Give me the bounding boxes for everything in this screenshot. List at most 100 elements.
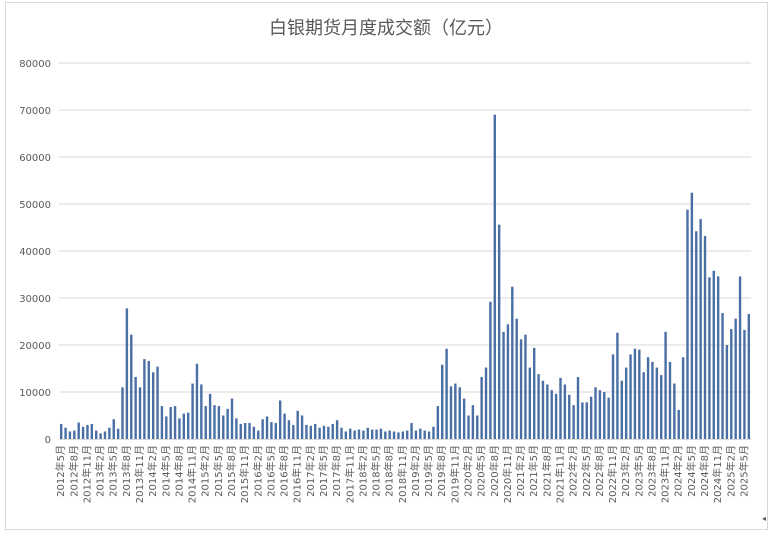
bar [182,413,186,439]
bar [585,402,588,439]
x-tick-label: 2021年2月 [514,445,527,497]
y-tick-label: 40000 [19,247,51,258]
bar [169,407,172,439]
x-tick-label: 2016年8月 [278,445,291,497]
bar [598,390,602,439]
bar [384,431,387,439]
bar [278,400,282,439]
x-tick-label: 2024年5月 [685,445,698,497]
bar [489,301,492,439]
bar [208,393,212,439]
bar [673,383,676,439]
x-tick-label: 2013年2月 [94,445,107,497]
x-tick-label: 2016年11月 [291,445,304,503]
bar [121,387,124,439]
bar [344,431,348,439]
bar [646,357,650,439]
x-tick-label: 2018年5月 [370,445,383,497]
bar [677,409,680,439]
bar [541,380,545,439]
x-tick-label: 2018年11月 [396,445,409,503]
bar [357,429,361,439]
bar [423,430,426,439]
bar [515,318,518,439]
bar [480,376,483,439]
bar [607,397,610,439]
bar [86,424,89,439]
x-tick-label: 2016年5月 [264,445,277,497]
chart-title: 白银期货月度成交额（亿元） [269,18,503,39]
bar [427,431,431,439]
bar [108,427,111,439]
gridlines [59,62,751,393]
x-tick-label: 2014年2月 [146,445,159,497]
bar [138,387,142,439]
bar [743,329,746,439]
bar [187,412,190,439]
bar [668,361,672,439]
bar [243,423,247,439]
bar [125,308,129,439]
chart-frame: 白银期货月度成交额（亿元） 0 10000 20000 30000 40000 50000… [5,2,768,530]
bar [476,415,479,439]
bar [239,423,242,439]
bar [379,428,383,439]
y-tick-label: 10000 [19,388,51,399]
bar [143,359,146,439]
bar [222,415,225,439]
bar [533,347,536,439]
bar [559,377,562,439]
y-tick-label: 80000 [19,59,51,70]
bar [178,418,181,439]
bar [550,390,553,439]
x-tick-label: 2022年5月 [580,445,593,497]
bar [265,416,269,439]
x-tick-label: 2024年8月 [698,445,711,497]
bar [130,334,133,439]
bar [563,384,567,439]
y-tick-label: 20000 [19,341,51,352]
bar [77,422,80,439]
bar [528,367,532,439]
bar [708,277,711,439]
corner-mark-icon: ◂ [761,514,766,523]
y-tick-label: 50000 [19,200,51,211]
bar [594,387,597,439]
x-tick-label: 2024年2月 [672,445,685,497]
bar [620,380,623,439]
bar [331,423,334,439]
x-tick-label: 2019年5月 [422,445,435,497]
bar [497,224,501,439]
y-tick-label: 60000 [19,153,51,164]
bar [414,430,418,439]
bar [436,406,440,439]
bar [638,349,641,439]
bar [388,430,391,439]
x-tick-label: 2015年5月 [212,445,225,497]
bar [314,423,317,439]
bar [554,393,558,439]
bar [664,331,667,439]
bar [318,427,321,439]
bar [471,405,475,439]
bar [690,192,694,439]
x-tick-label: 2014年11月 [186,445,199,503]
bar [642,372,645,439]
x-tick-label: 2023年8月 [645,445,658,497]
x-tick-label: 2021年11月 [553,445,566,503]
bar [589,396,593,439]
x-tick-label: 2019年8月 [435,445,448,497]
x-tick-label: 2017年5月 [317,445,330,497]
bar [655,367,659,439]
x-tick-label: 2015年11月 [238,445,251,503]
bar [283,413,286,439]
x-tick-label: 2017年2月 [304,445,317,497]
bar [721,313,724,439]
bar [327,426,330,439]
bar [581,402,584,439]
bar [230,398,234,439]
y-axis-ticks: 0 10000 20000 30000 40000 50000 60000 70000 8000… [19,59,51,446]
bar [660,375,663,439]
bar [511,286,514,439]
x-tick-label: 2020年2月 [462,445,475,497]
